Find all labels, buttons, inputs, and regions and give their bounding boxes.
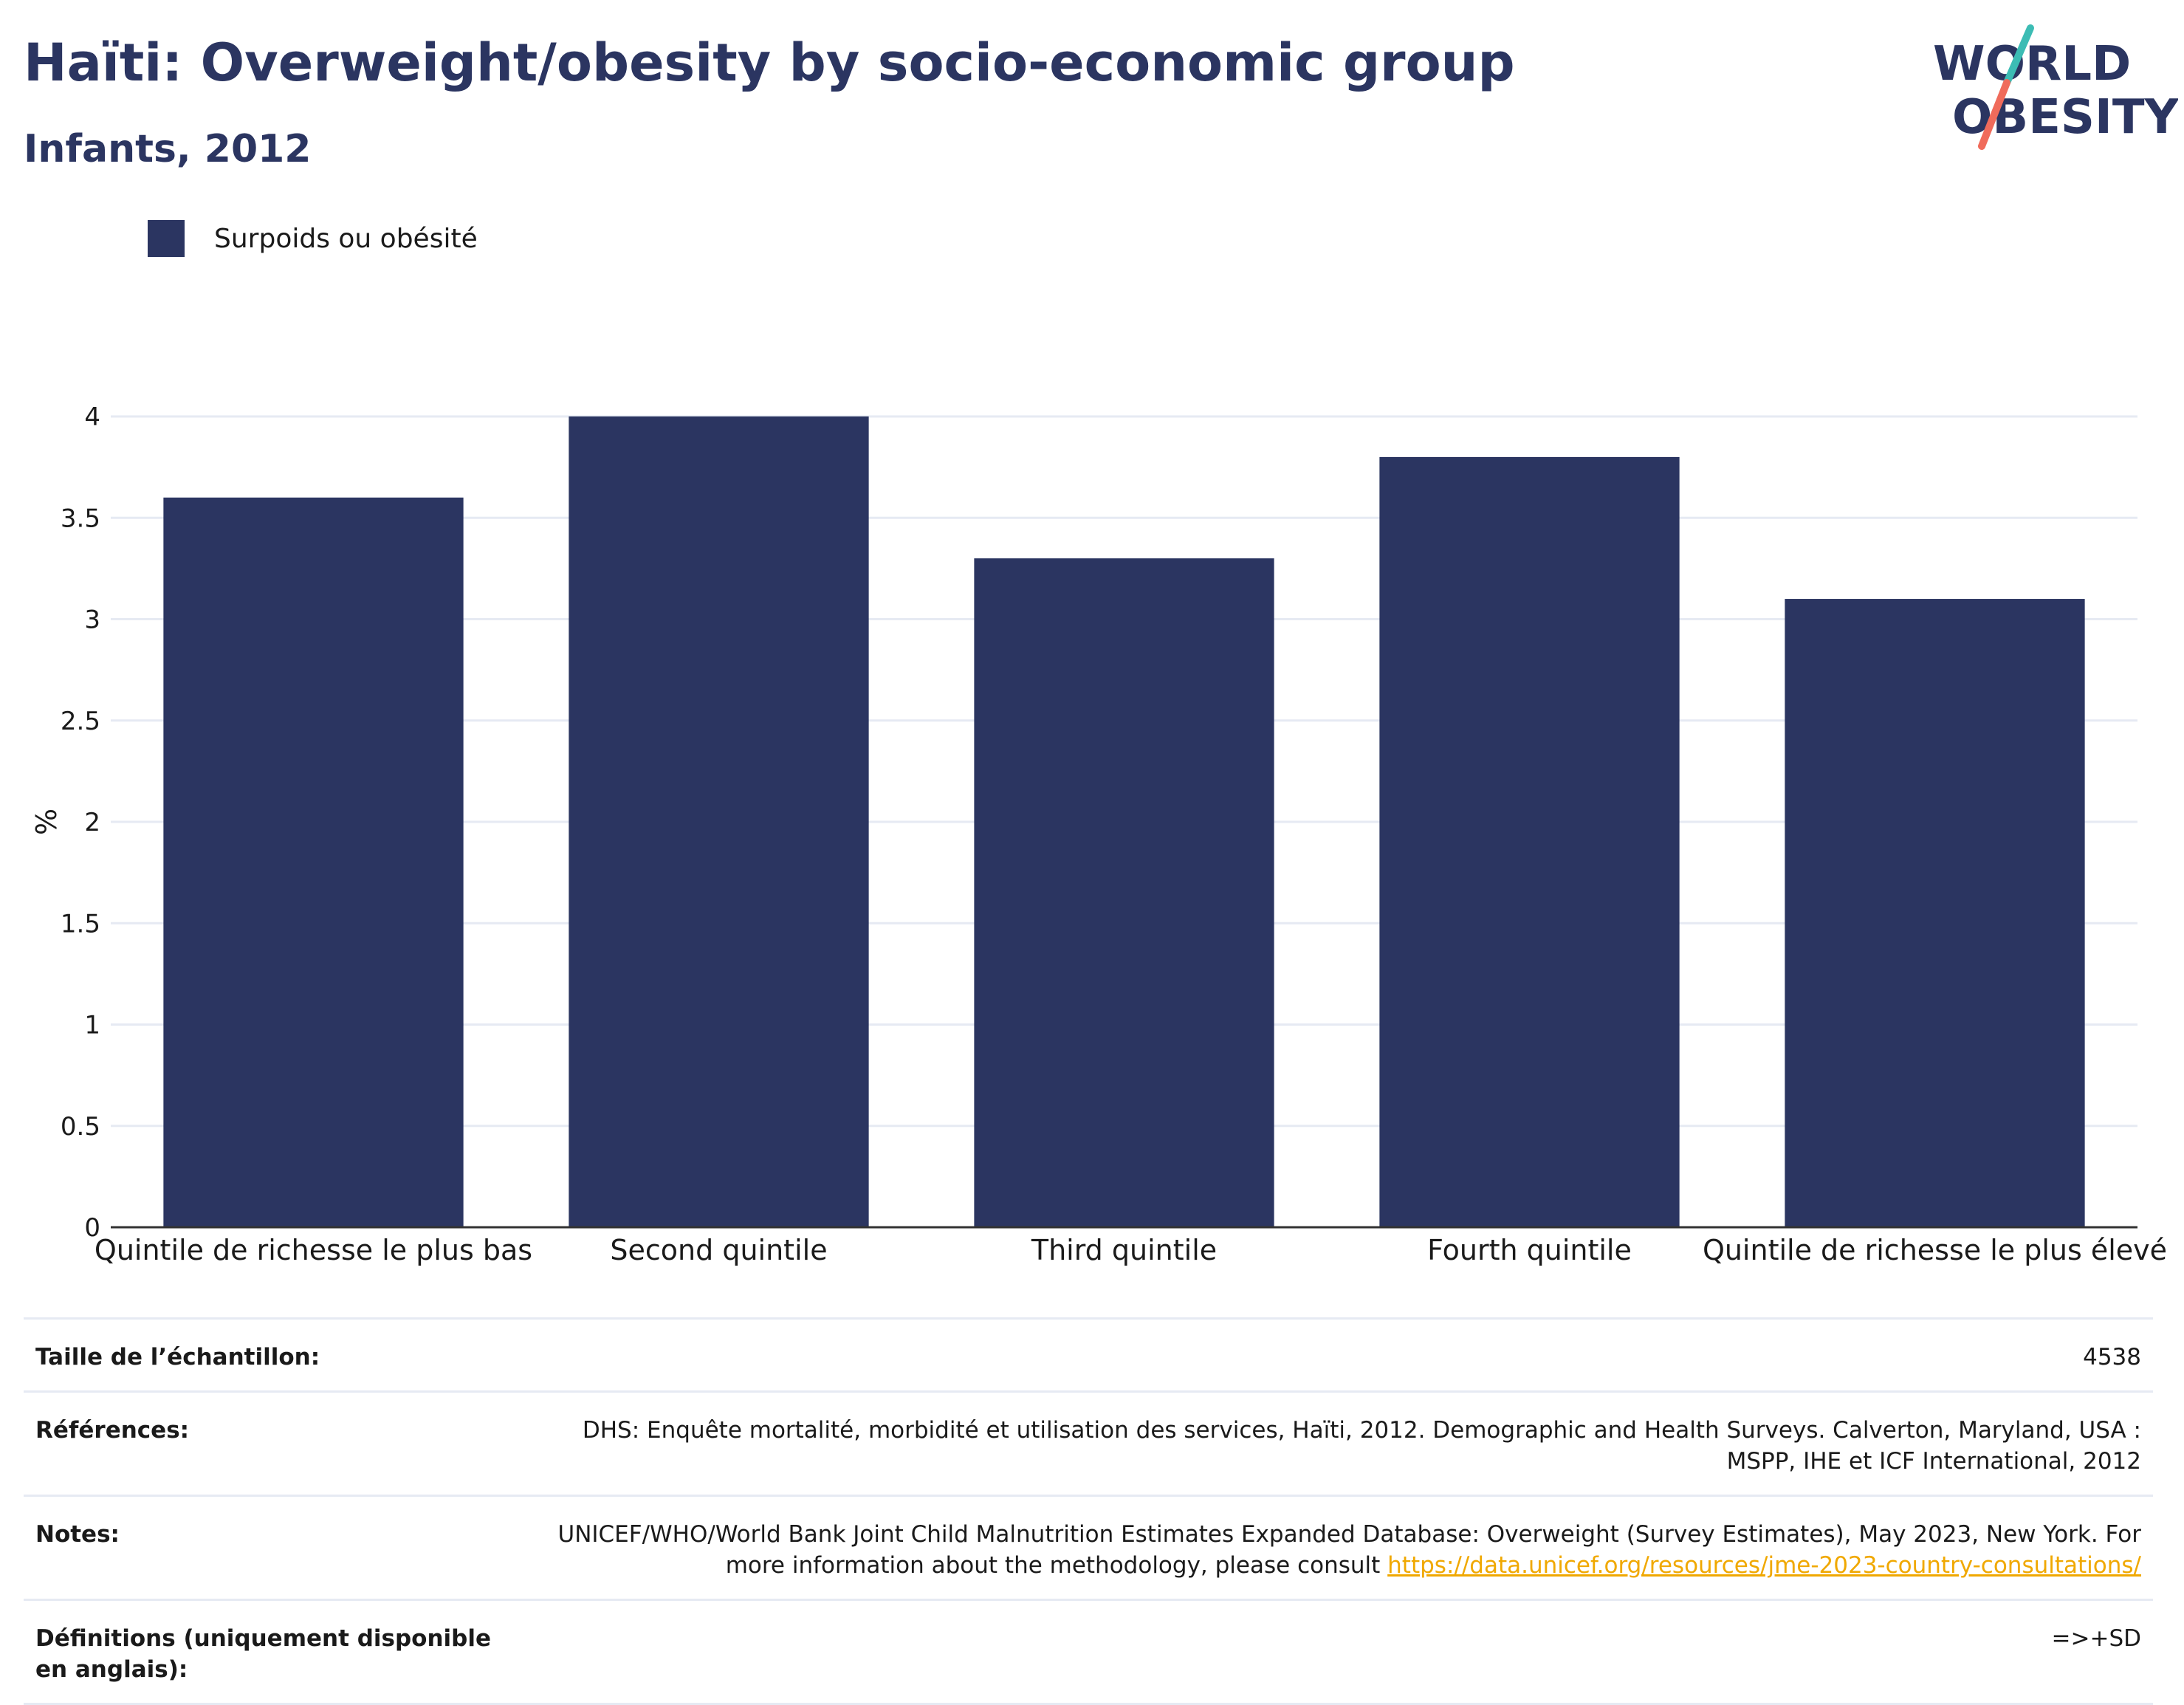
bar-chart: 0 0.5 1 1.5 2 2.5 3 3.5 4% Quintile de richesse l… [30,402,2167,1266]
bar [1785,599,2085,1227]
info-value: DHS: Enquête mortalité, morbidité et uti… [582,1417,2141,1475]
info-value: 4538 [2083,1344,2141,1370]
world-obesity-logo: WORLD OBESITY [1933,24,2178,150]
x-tick-label: Quintile de richesse le plus bas [95,1234,532,1266]
bar [569,416,869,1227]
bar [163,497,464,1227]
info-label: Taille de l’échantillon: [35,1344,320,1370]
logo-text-world: WORLD [1933,37,2131,92]
info-row-references: Références: DHS: Enquête mortalité, morb… [24,1390,2153,1495]
info-table: Taille de l’échantillon: 4538 Références… [24,1317,2153,1705]
bar [974,558,1274,1227]
y-tick-label: 0 [84,1213,100,1243]
x-tick-label: Fourth quintile [1427,1234,1632,1266]
y-tick-label: 2.5 [61,707,100,736]
chart-subtitle: Infants, 2012 [24,127,312,171]
x-tick-label: Third quintile [1031,1234,1217,1266]
y-tick-label: 3.5 [61,504,100,533]
chart-title: Haïti: Overweight/obesity by socio-econo… [24,32,1515,93]
legend-swatch [148,220,185,257]
notes-link[interactable]: https://data.unicef.org/resources/jme-20… [1387,1552,2141,1579]
y-axis-title: % [30,809,63,835]
y-tick-label: 4 [84,402,100,432]
info-row-notes: Notes: UNICEF/WHO/World Bank Joint Child… [24,1495,2153,1599]
x-tick-label: Quintile de richesse le plus élevé [1703,1234,2167,1266]
info-label: Définitions (uniquement disponible en an… [35,1625,492,1683]
legend-label: Surpoids ou obésité [214,223,478,254]
y-tick-label: 2 [84,808,100,837]
info-label: Notes: [35,1521,120,1548]
info-value: =>+SD [2051,1625,2141,1652]
bar [1379,456,1680,1227]
y-tick-label: 0.5 [61,1112,100,1142]
y-tick-label: 1.5 [61,909,100,939]
info-row-definitions: Définitions (uniquement disponible en an… [24,1599,2153,1705]
logo-slash-top [2003,24,2034,86]
x-tick-label: Second quintile [610,1234,827,1266]
info-row-sample-size: Taille de l’échantillon: 4538 [24,1317,2153,1390]
notes-text: UNICEF/WHO/World Bank Joint Child Malnut… [557,1521,2142,1579]
info-label: Références: [35,1417,190,1444]
info-value: UNICEF/WHO/World Bank Joint Child Malnut… [539,1519,2142,1581]
logo-slash-bottom [1978,79,2010,150]
chart-legend[interactable]: Surpoids ou obésité [148,220,478,257]
y-tick-label: 1 [84,1011,100,1040]
y-tick-label: 3 [84,606,100,635]
